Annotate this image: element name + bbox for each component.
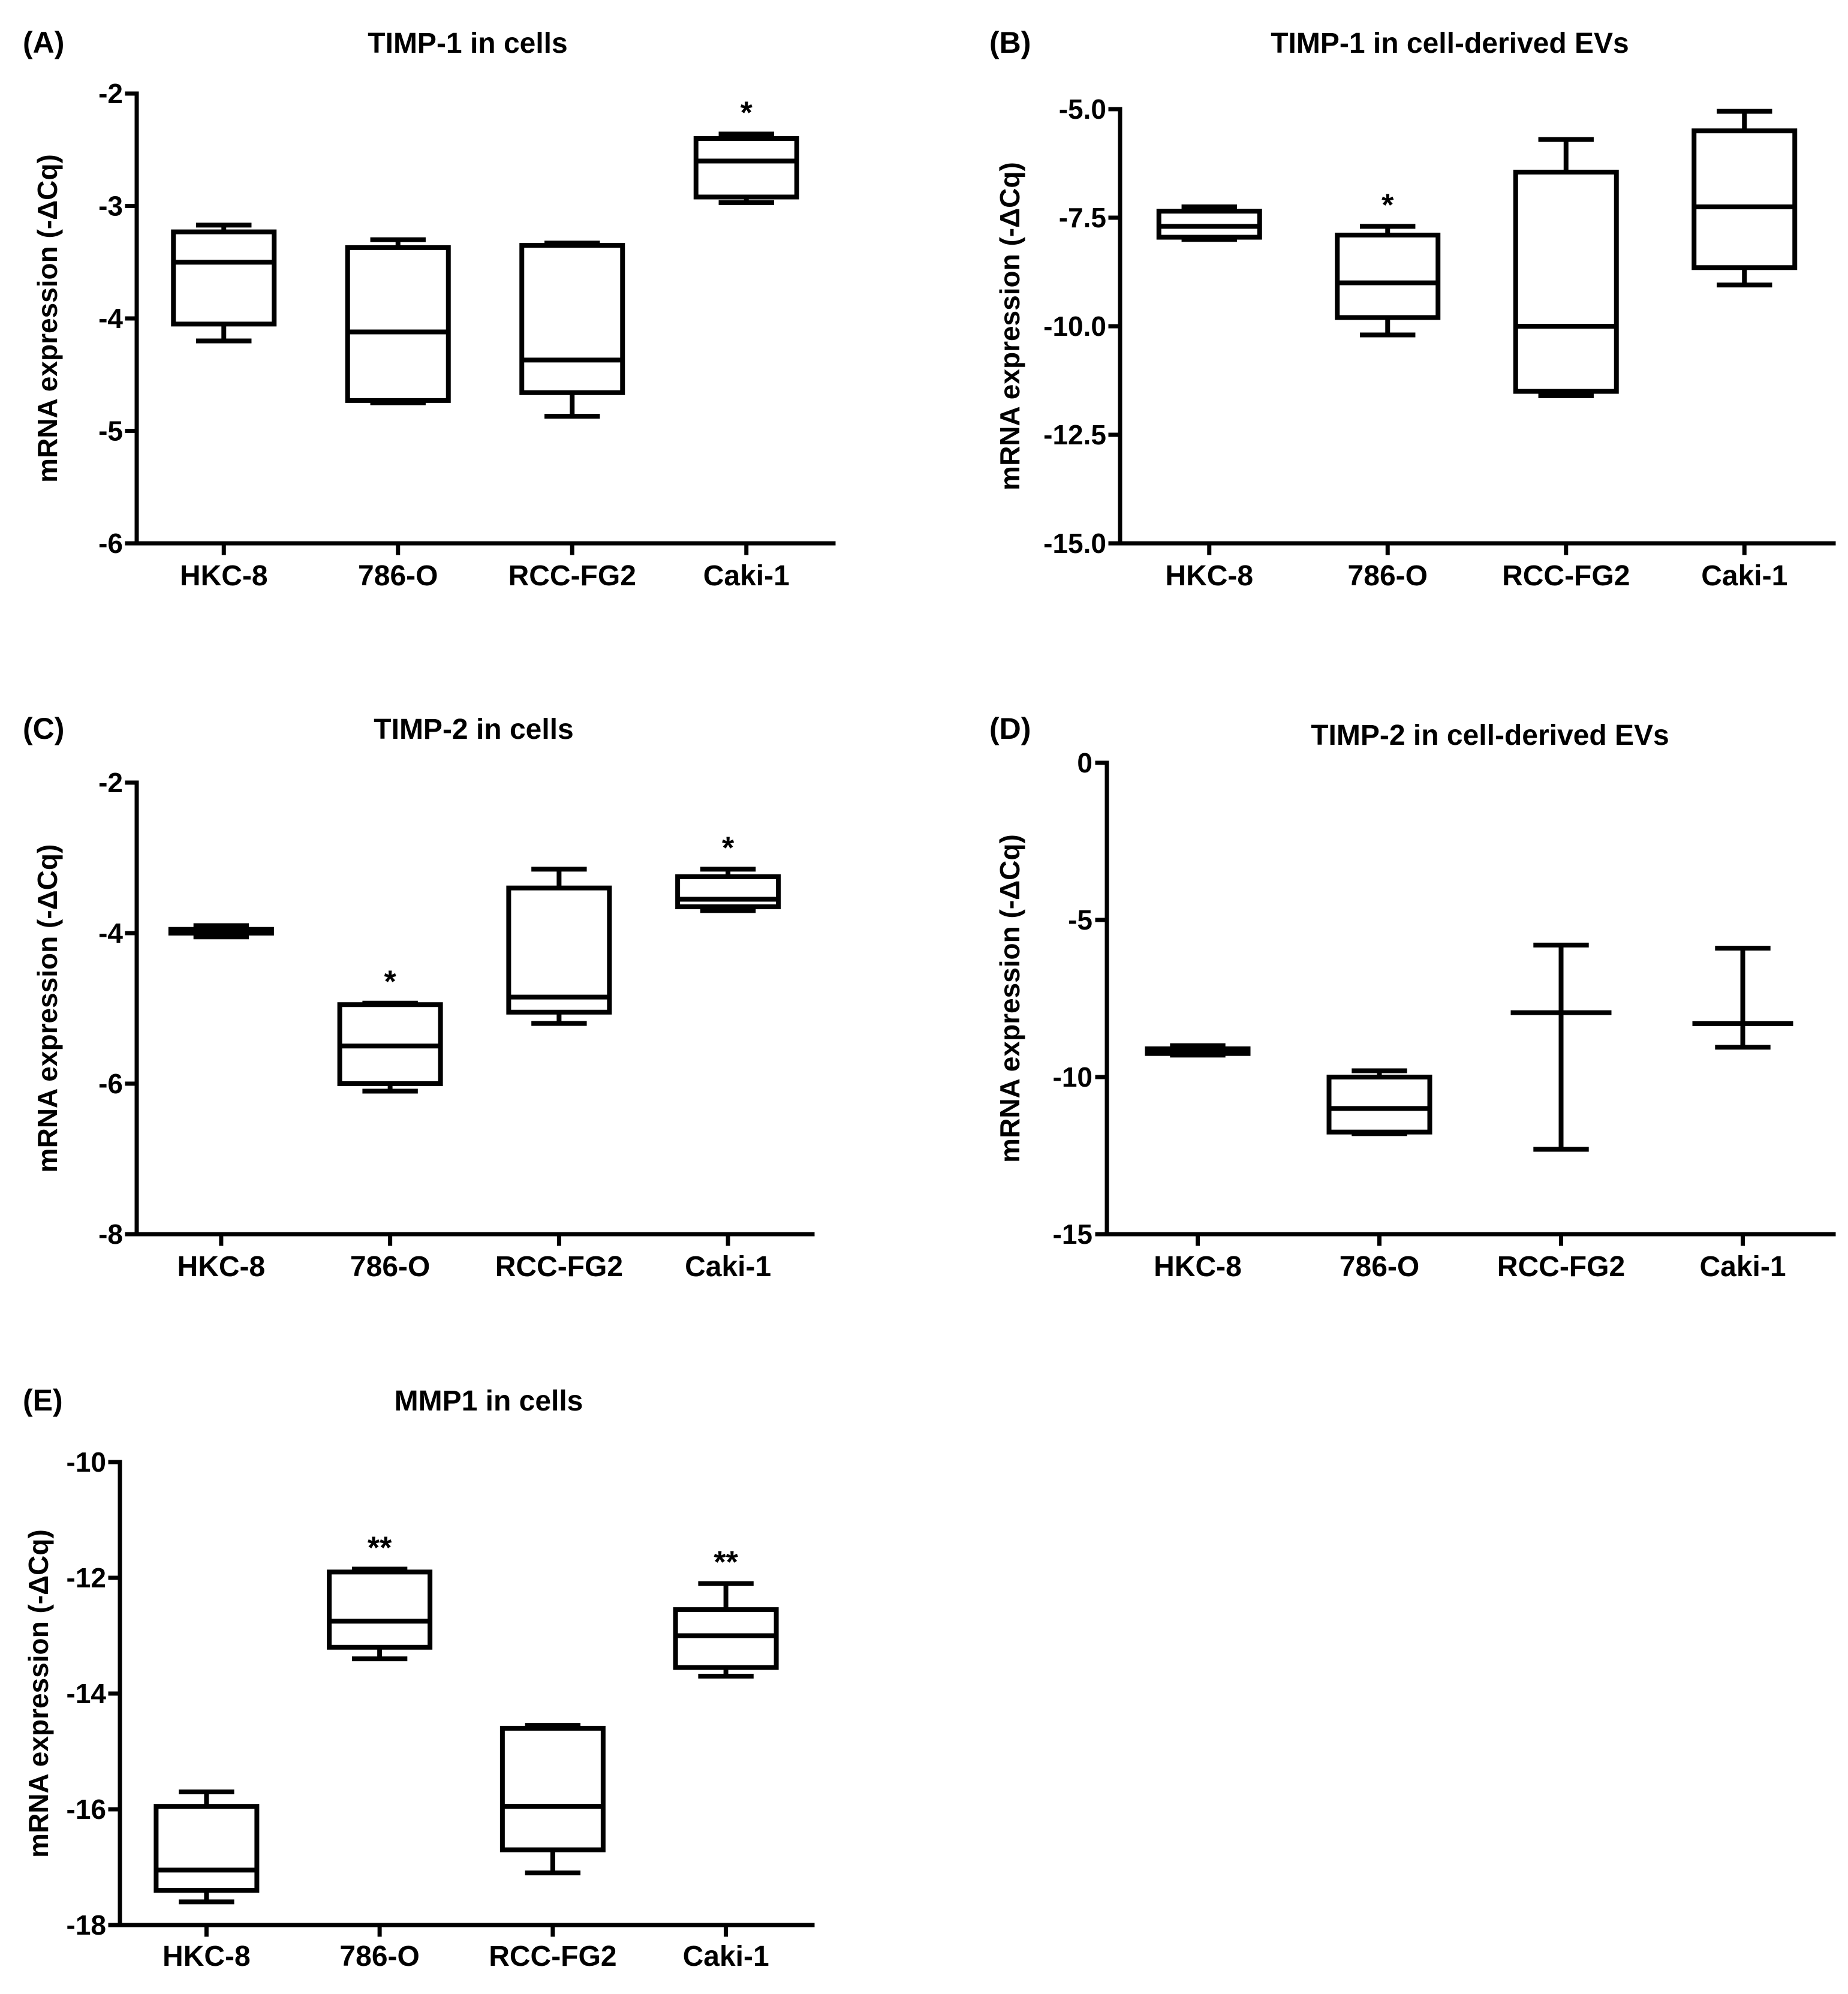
x-tick-label: RCC-FG2 <box>508 560 636 592</box>
y-tick-label: -3 <box>98 191 123 222</box>
panel-letter: (C) <box>23 712 64 745</box>
box-rcc-fg2 <box>1513 169 1619 394</box>
x-tick-label: 786-O <box>1340 1251 1419 1283</box>
box-rcc-fg2 <box>506 885 612 1015</box>
y-tick-label: -10 <box>67 1446 106 1478</box>
box-rcc-fg2 <box>499 1725 606 1852</box>
box-caki-1 <box>675 874 781 910</box>
y-tick-label: -5 <box>1068 904 1092 936</box>
significance-marker: ** <box>714 1545 738 1580</box>
significance-marker: * <box>722 831 735 865</box>
box-caki-1 <box>693 136 799 200</box>
panel-letter: (D) <box>989 712 1031 745</box>
y-tick-label: -4 <box>98 303 123 334</box>
y-tick-label: -6 <box>98 528 123 559</box>
x-tick-label: HKC-8 <box>162 1941 251 1972</box>
significance-marker: * <box>741 96 753 131</box>
y-tick-label: -6 <box>98 1068 123 1099</box>
x-tick-label: HKC-8 <box>1165 560 1253 592</box>
y-tick-label: -16 <box>67 1794 106 1825</box>
box-786-o <box>1326 1075 1432 1135</box>
y-tick-label: -5 <box>98 416 123 447</box>
x-tick-label: Caki-1 <box>1701 560 1787 592</box>
chart-title: TIMP-1 in cell-derived EVs <box>1271 28 1629 59</box>
x-tick-label: HKC-8 <box>177 1251 266 1283</box>
chart-title: TIMP-2 in cells <box>374 714 573 745</box>
significance-marker: ** <box>368 1531 392 1566</box>
y-axis-label: mRNA expression (-ΔCq) <box>32 154 63 483</box>
y-tick-label: -15 <box>1053 1219 1092 1250</box>
y-tick-label: -2 <box>98 767 123 798</box>
y-tick-label: -12.5 <box>1043 419 1106 450</box>
x-tick-label: 786-O <box>1348 560 1428 592</box>
y-tick-label: -18 <box>67 1909 106 1941</box>
panel-letter: (A) <box>23 26 64 59</box>
y-axis-label: mRNA expression (-ΔCq) <box>32 844 63 1173</box>
x-tick-label: HKC-8 <box>1154 1251 1242 1283</box>
box-rcc-fg2 <box>519 243 625 395</box>
x-tick-label: 786-O <box>350 1251 430 1283</box>
box-caki-1 <box>673 1607 779 1670</box>
chart-title: TIMP-1 in cells <box>368 28 567 59</box>
y-tick-label: 0 <box>1077 747 1092 778</box>
box-786-o <box>327 1569 433 1650</box>
y-tick-label: -5.0 <box>1059 94 1106 125</box>
significance-marker: * <box>1382 188 1394 222</box>
panel-letter: (B) <box>989 26 1031 59</box>
box-hkc-8 <box>154 1804 260 1893</box>
chart-title: MMP1 in cells <box>395 1385 583 1417</box>
chart-title: TIMP-2 in cell-derived EVs <box>1311 720 1669 751</box>
y-tick-label: -10 <box>1053 1061 1092 1093</box>
significance-marker: * <box>384 965 397 1000</box>
box-786-o <box>345 245 451 403</box>
box-786-o <box>1335 232 1441 320</box>
y-tick-label: -4 <box>98 918 123 949</box>
x-tick-label: 786-O <box>339 1941 419 1972</box>
panel-b: (B) TIMP-1 in cell-derived EVs mRNA expres… <box>989 26 1836 592</box>
x-tick-label: RCC-FG2 <box>495 1251 623 1283</box>
y-axis-label: mRNA expression (-ΔCq) <box>994 834 1025 1163</box>
x-tick-label: Caki-1 <box>685 1251 771 1283</box>
y-tick-label: -8 <box>98 1219 123 1250</box>
x-tick-label: Caki-1 <box>703 560 790 592</box>
panel-e: (E) MMP1 in cells mRNA expression (-ΔCq) -1… <box>23 1384 815 1972</box>
y-tick-label: -7.5 <box>1059 202 1106 233</box>
x-tick-label: Caki-1 <box>1699 1251 1786 1283</box>
y-axis-label: mRNA expression (-ΔCq) <box>23 1529 54 1858</box>
x-tick-label: RCC-FG2 <box>1502 560 1630 592</box>
box-caki-1 <box>1692 128 1798 270</box>
panel-d: (D) TIMP-2 in cell-derived EVs mRNA expres… <box>989 712 1836 1283</box>
y-tick-label: -15.0 <box>1043 528 1106 559</box>
y-axis-label: mRNA expression (-ΔCq) <box>994 162 1025 491</box>
y-tick-label: -2 <box>98 78 123 109</box>
panel-c: (C) TIMP-2 in cells mRNA expression (-ΔCq)… <box>23 712 815 1283</box>
box-hkc-8 <box>171 229 277 327</box>
x-tick-label: 786-O <box>358 560 438 592</box>
x-tick-label: RCC-FG2 <box>489 1941 616 1972</box>
y-tick-label: -12 <box>67 1562 106 1593</box>
y-tick-label: -10.0 <box>1043 311 1106 342</box>
y-tick-label: -14 <box>67 1678 107 1709</box>
x-tick-label: HKC-8 <box>180 560 268 592</box>
panel-letter: (E) <box>23 1384 63 1417</box>
x-tick-label: RCC-FG2 <box>1497 1251 1625 1283</box>
panel-a: (A) TIMP-1 in cells mRNA expression (-ΔCq)… <box>23 26 836 592</box>
x-tick-label: Caki-1 <box>683 1941 769 1972</box>
